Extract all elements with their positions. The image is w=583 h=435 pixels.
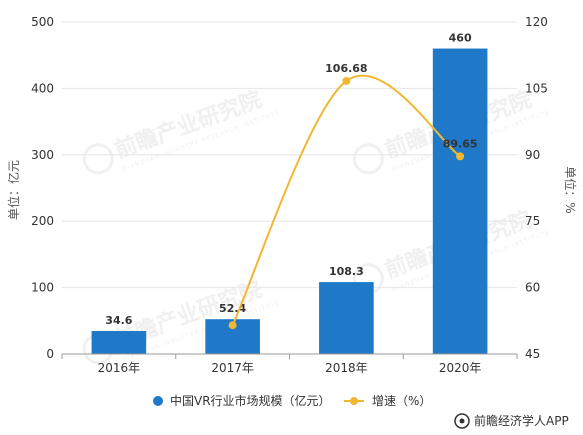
right-axis-tick-label: 60 <box>525 281 540 295</box>
x-axis-tick-label: 2018年 <box>325 361 368 375</box>
right-axis-tick-label: 90 <box>525 148 540 162</box>
legend-bar-label: 中国VR行业市场规模（亿元） <box>170 393 331 408</box>
bar-data-label: 34.6 <box>105 314 132 327</box>
bar <box>432 48 488 355</box>
bar <box>91 331 147 354</box>
source-text: 前瞻经济学人APP <box>474 413 569 428</box>
line-data-label: 106.68 <box>325 62 367 75</box>
x-axis-tick-label: 2017年 <box>211 361 254 375</box>
bar-series: 34.6 52.4 108.3 460 <box>91 32 488 355</box>
bar <box>319 282 374 354</box>
right-axis-tick-label: 75 <box>525 214 540 228</box>
watermark-logo-icon <box>352 143 384 175</box>
growth-line <box>231 74 461 326</box>
source-logo-icon <box>454 413 470 429</box>
left-axis-tick-label: 200 <box>31 214 54 228</box>
legend-line-marker-dot <box>350 397 358 405</box>
left-axis-tick-label: 100 <box>31 281 54 295</box>
source-logo-icon-dot <box>459 418 465 424</box>
right-axis-tick-label: 105 <box>525 81 548 95</box>
legend-bar-marker <box>153 396 163 406</box>
left-axis-tick-label: 400 <box>31 81 54 95</box>
footer: 前瞻经济学人APP <box>454 413 569 429</box>
right-axis-tick-label: 120 <box>525 15 548 29</box>
x-axis-tick-label: 2016年 <box>98 361 141 375</box>
legend: 中国VR行业市场规模（亿元） 增速（%） <box>153 393 431 408</box>
bar-data-label: 108.3 <box>329 265 364 278</box>
line-data-label: 89.65 <box>443 137 478 150</box>
right-axis-title: 单位：% <box>563 166 578 213</box>
left-axis-tick-label: 0 <box>46 347 54 361</box>
left-axis-tick-label: 300 <box>31 148 54 162</box>
legend-line-label: 增速（%） <box>372 394 431 408</box>
line-point <box>456 152 465 161</box>
growth-line-series: 106.68 89.65 <box>228 62 478 330</box>
bar-data-label: 52.4 <box>219 302 246 315</box>
left-axis-title: 单位：亿元 <box>6 160 21 220</box>
bar-data-label: 460 <box>449 32 472 45</box>
left-axis-tick-label: 500 <box>31 15 54 29</box>
right-axis-tick-label: 45 <box>525 347 540 361</box>
axes: 0 100 200 300 400 500 45 60 75 90 105 120 2016年 2017年… <box>31 15 548 375</box>
x-axis-tick-label: 2020年 <box>439 361 482 375</box>
line-point <box>342 76 351 85</box>
line-point <box>228 321 237 330</box>
watermark-logo-icon <box>82 143 114 175</box>
